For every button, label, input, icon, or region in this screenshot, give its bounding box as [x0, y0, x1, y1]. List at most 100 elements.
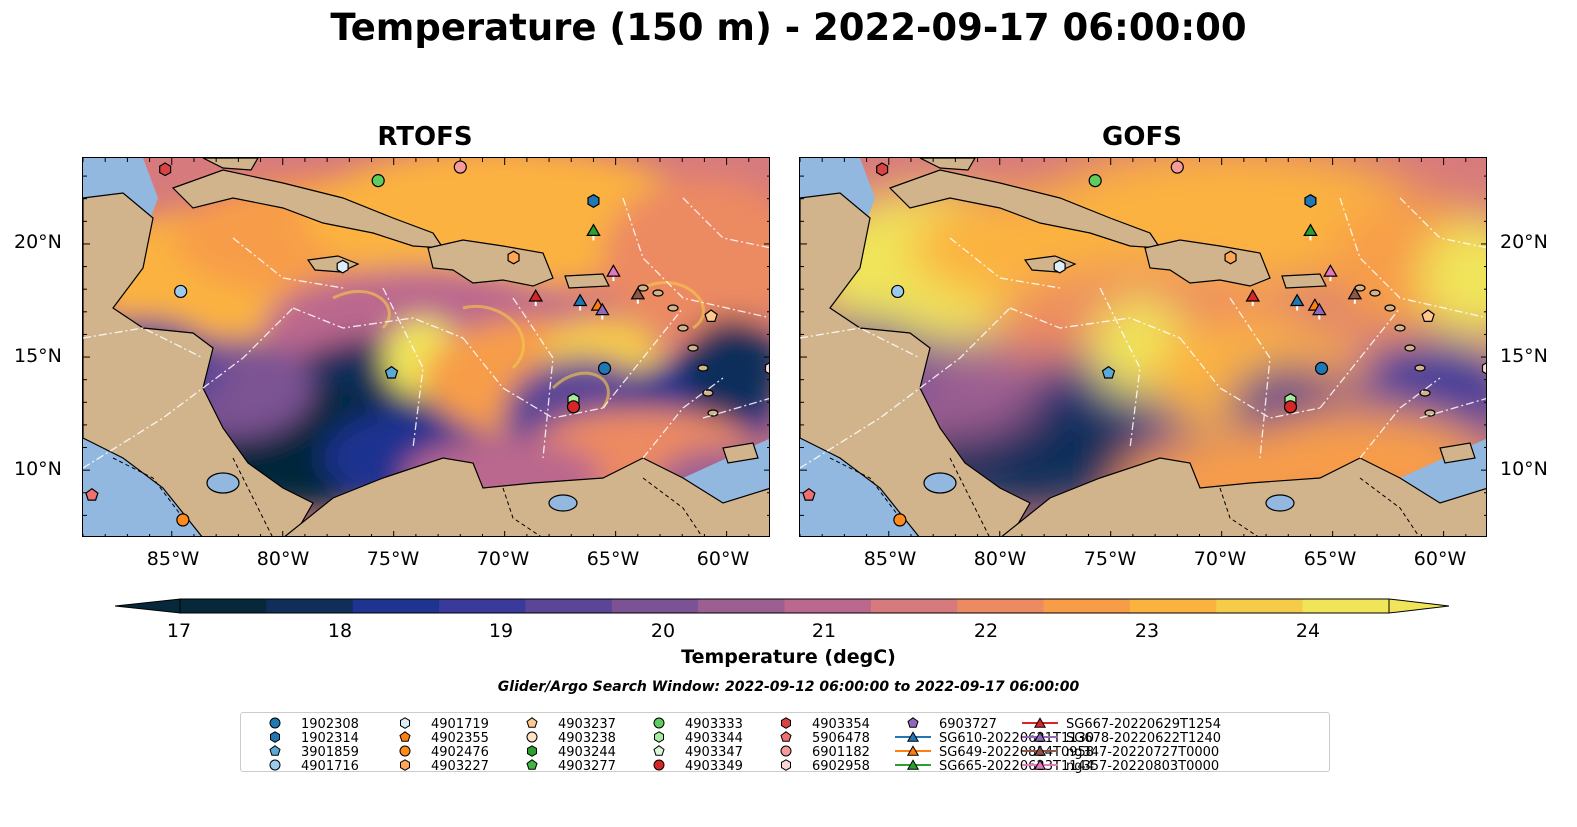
legend-marker-circle: [653, 759, 665, 771]
marker-1902308: [1314, 361, 1329, 375]
lat-label-20n-left: 20°N: [14, 231, 62, 253]
legend-label: 4901719: [431, 717, 489, 732]
legend-marker-hexagon: [270, 731, 280, 743]
lon-label-80w-gofs: 80°W: [973, 548, 1027, 570]
marker-4903333: [371, 174, 385, 188]
legend-marker-circle: [269, 759, 281, 771]
colorbar-segment: [352, 599, 440, 613]
florida: [919, 158, 976, 171]
axis-ticks: [800, 158, 1486, 536]
legend-label: SG649-20220814T0958: [939, 745, 1095, 760]
marker-1902308: [597, 361, 612, 375]
legend-marker-triangle: [1033, 731, 1047, 742]
marker-4901716: [174, 284, 188, 299]
lon-label-70w-rtofs: 70°W: [476, 548, 530, 570]
legend-label: SG667-20220629T1254: [1066, 717, 1222, 732]
legend-label: 4903227: [431, 759, 489, 774]
lon-label-85w-rtofs: 85°W: [146, 548, 200, 570]
land-masses: [800, 158, 1486, 536]
observation-markers: [85, 160, 769, 527]
legend-label: 5906478: [812, 731, 870, 746]
legend-marker-triangle: [906, 745, 920, 756]
axis-ticks: [83, 158, 769, 536]
colorbar-segment: [870, 599, 958, 613]
marker-4903349: [1283, 400, 1298, 414]
country-borders: [829, 457, 1420, 536]
colorbar-tick-19: 19: [488, 620, 514, 642]
lon-label-65w-gofs: 65°W: [1303, 548, 1357, 570]
legend-marker-circle: [526, 731, 538, 743]
colorbar-segment: [525, 599, 613, 613]
marker-SG678-20220622T1240: [595, 302, 610, 316]
marker-4903237: [704, 309, 718, 322]
legend-marker-hexagon: [781, 717, 791, 729]
marker-ng347-20220727T0000: [1347, 286, 1363, 300]
marker-1902314: [1304, 194, 1317, 208]
legend-marker-triangle: [1033, 745, 1047, 756]
observation-markers: [802, 160, 1486, 527]
legend-label: 3901859: [301, 745, 359, 760]
marker-SG610-20220621T1130: [1289, 293, 1305, 307]
eez-boundaries: [800, 197, 1486, 469]
legend-label: SG610-20220621T1130: [939, 731, 1095, 746]
lat-label-15n-right: 15°N: [1500, 345, 1548, 367]
colorbar-segment: [266, 599, 354, 613]
lon-label-75w-rtofs: 75°W: [366, 548, 420, 570]
legend-marker-hexagon: [654, 731, 664, 743]
marker-4903354: [159, 162, 172, 177]
legend-marker-hexagon: [781, 759, 791, 771]
legend-label: 4903347: [685, 745, 743, 760]
land-masses: [83, 158, 769, 536]
marker-SG667-20220629T1254: [1245, 289, 1261, 302]
legend-label: 1902314: [301, 731, 359, 746]
central-america: [800, 192, 1031, 536]
marker-5906478: [802, 487, 816, 501]
legend-marker-hexagon: [400, 759, 410, 771]
legend-marker-pentagon: [780, 731, 792, 742]
marker-4903237: [1421, 309, 1435, 322]
island: [1404, 344, 1416, 352]
marker-4901716: [891, 284, 905, 299]
gofs-map-panel: [799, 157, 1487, 537]
puerto-rico: [1281, 273, 1327, 289]
legend-label: ng347-20220727T0000: [1066, 745, 1220, 760]
island: [652, 289, 664, 297]
marker-SG665-20220623T1144: [586, 223, 601, 237]
colorbar-segment: [698, 599, 785, 613]
marker-6902958: [1481, 362, 1486, 375]
florida: [202, 158, 259, 171]
colorbar-segment: [1302, 599, 1390, 613]
colorbar-tick-17: 17: [166, 620, 192, 642]
marker-1902314: [587, 194, 600, 208]
colorbar-tick-22: 22: [973, 620, 999, 642]
lat-label-10n-left: 10°N: [14, 458, 62, 480]
lon-label-60w-rtofs: 60°W: [696, 548, 750, 570]
legend-label: 4903277: [558, 759, 616, 774]
lat-label-15n-left: 15°N: [14, 345, 62, 367]
lake: [548, 494, 578, 512]
marker-6901182: [453, 160, 467, 174]
legend-label: 4903349: [685, 759, 743, 774]
colorbar-segment: [180, 599, 267, 613]
lon-label-70w-gofs: 70°W: [1193, 548, 1247, 570]
panel-title-rtofs: RTOFS: [377, 122, 473, 152]
marker-4903349: [566, 400, 581, 414]
puerto-rico: [564, 273, 610, 289]
island: [667, 304, 679, 312]
legend-marker-triangle: [1033, 759, 1047, 770]
legend-marker-circle: [399, 745, 411, 757]
marker-4901719: [336, 259, 349, 274]
marker-4903227: [1224, 250, 1237, 265]
island: [1419, 389, 1431, 397]
island: [687, 344, 699, 352]
island: [702, 389, 714, 397]
colorbar-extend-high: [1388, 598, 1450, 614]
south-america: [1001, 457, 1486, 536]
legend-marker-circle: [780, 745, 792, 757]
marker-4902476: [893, 513, 907, 527]
marker-ng357-20220803T0000: [1323, 264, 1338, 277]
colorbar-frame: [179, 598, 1390, 614]
legend-label: 1902308: [301, 717, 359, 732]
legend-label: 6902958: [812, 759, 870, 774]
legend-marker-pentagon: [526, 759, 538, 770]
